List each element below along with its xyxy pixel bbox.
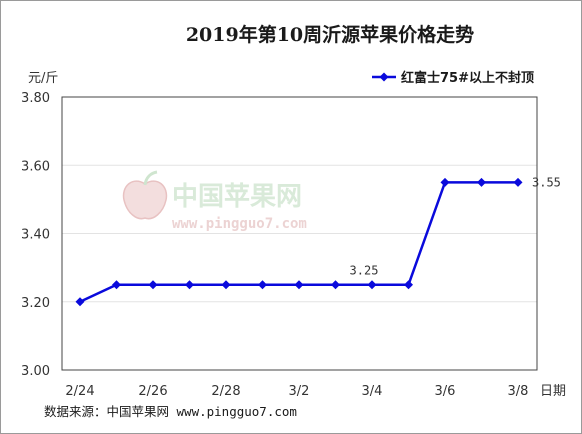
y-tick-label: 3.00 — [21, 364, 50, 379]
y-tick-label: 3.80 — [21, 91, 50, 106]
data-point — [294, 280, 304, 290]
series-markers — [75, 177, 523, 307]
data-point — [221, 280, 231, 290]
x-tick-label: 2/26 — [138, 384, 167, 399]
data-point — [367, 280, 377, 290]
data-point — [148, 280, 158, 290]
x-tick-label: 3/6 — [435, 384, 456, 399]
data-point — [331, 280, 340, 290]
data-point — [404, 280, 413, 290]
watermark-url: www.pingguo7.com — [172, 216, 307, 232]
data-labels: 3.25 3.55 — [350, 175, 561, 277]
x-tick-label: 3/8 — [508, 384, 529, 399]
chart-title: 2019年第10周沂源苹果价格走势 — [186, 23, 474, 46]
x-tick-label: 2/28 — [211, 384, 240, 399]
y-tick-label: 3.20 — [21, 296, 50, 311]
y-tick-label: 3.40 — [21, 228, 50, 243]
data-point — [185, 280, 194, 290]
data-point — [75, 297, 85, 307]
y-axis-unit: 元/斤 — [28, 71, 58, 86]
gridlines — [62, 164, 537, 303]
x-tick-label: 2/24 — [65, 384, 94, 399]
data-point — [477, 177, 486, 187]
legend-marker — [379, 72, 389, 82]
data-source: 数据来源：中国苹果网 www.pingguo7.com — [44, 404, 297, 419]
x-axis-label: 日期 — [540, 384, 566, 399]
plot-area — [61, 96, 538, 371]
apple-logo-icon — [122, 170, 168, 220]
x-tick-label: 3/4 — [362, 384, 383, 399]
data-label: 3.25 — [350, 264, 379, 278]
data-point — [440, 177, 450, 187]
legend: 红富士75#以上不封顶 — [372, 70, 534, 86]
data-point — [112, 280, 121, 290]
data-point — [258, 280, 267, 290]
data-label: 3.55 — [532, 175, 561, 189]
y-axis-ticks: 3.00 3.20 3.40 3.60 3.80 — [21, 91, 50, 379]
data-point — [513, 177, 523, 187]
legend-label: 红富士75#以上不封顶 — [401, 70, 534, 86]
watermark: 中国苹果网 www.pingguo7.com — [122, 170, 307, 232]
watermark-name: 中国苹果网 — [172, 182, 302, 212]
y-tick-label: 3.60 — [21, 159, 50, 174]
x-tick-label: 3/2 — [289, 384, 310, 399]
x-axis-ticks: 2/24 2/26 2/28 3/2 3/4 3/6 3/8 — [65, 384, 528, 399]
